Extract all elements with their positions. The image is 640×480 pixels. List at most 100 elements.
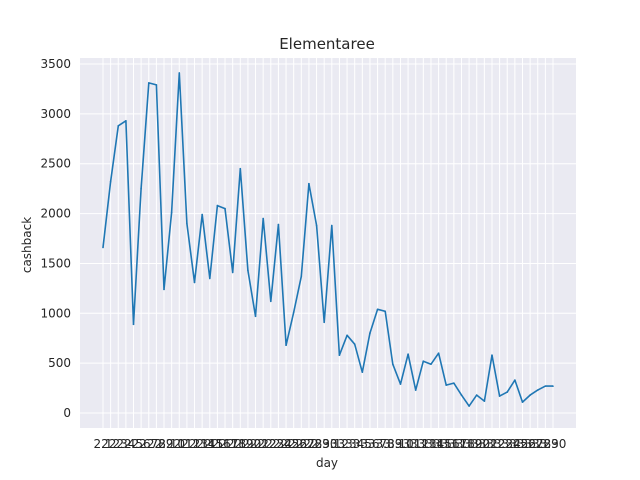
x-tick-label: 2.26	[280, 437, 307, 451]
data-point	[247, 269, 249, 272]
data-point	[392, 363, 394, 365]
data-point	[140, 187, 142, 190]
data-point	[102, 246, 104, 249]
data-point	[147, 82, 150, 84]
x-tick-label: 3.27	[517, 437, 544, 451]
y-tick-label: 3000	[40, 107, 71, 121]
data-point	[491, 354, 493, 356]
data-point	[186, 222, 188, 225]
x-tick-label: 3.11	[395, 437, 422, 451]
data-point	[132, 323, 135, 326]
data-point	[109, 180, 112, 183]
data-point	[208, 277, 211, 280]
y-tick-label: 2000	[40, 207, 71, 221]
x-tick-label: 2.23	[257, 437, 284, 451]
x-tick-label: 2.29	[303, 437, 330, 451]
data-point	[376, 308, 379, 311]
x-tick-label: 3.24	[494, 437, 521, 451]
x-tick-label: 3.25	[502, 437, 529, 451]
y-axis-ticks: 0 500 1000 1500 2000 2500 3000 3500	[40, 57, 71, 420]
x-tick-label: 2.28	[296, 437, 323, 451]
data-point	[536, 389, 539, 391]
data-point	[346, 334, 348, 337]
data-point	[514, 379, 516, 381]
data-point	[285, 344, 287, 347]
x-tick-label: 3.20	[463, 437, 490, 451]
x-tick-label: 2.18	[219, 437, 246, 451]
x-tick-label: 2.12	[174, 437, 201, 451]
data-point	[315, 224, 318, 227]
y-tick-label: 1000	[40, 306, 71, 320]
x-tick-label: 3.17	[440, 437, 467, 451]
x-tick-label: 2.3	[109, 437, 128, 451]
x-tick-label: 2.10	[158, 437, 185, 451]
x-tick-label: 2.21	[242, 437, 269, 451]
x-tick-label: 2.25	[273, 437, 300, 451]
data-point	[308, 182, 310, 185]
x-tick-label: 3.21	[471, 437, 498, 451]
y-tick-label: 500	[48, 356, 71, 370]
x-tick-label: 3.29	[532, 437, 559, 451]
x-tick-label: 3.8	[376, 437, 395, 451]
data-point	[269, 300, 272, 303]
x-tick-label: 3.2	[330, 437, 349, 451]
x-tick-label: 3.5	[353, 437, 372, 451]
data-point	[231, 271, 234, 274]
series-layer	[102, 72, 554, 407]
x-tick-label: 3.3	[338, 437, 357, 451]
data-point	[178, 72, 181, 74]
data-point	[445, 384, 448, 386]
x-tick-label: 3.7	[368, 437, 387, 451]
x-tick-label: 3.6	[360, 437, 379, 451]
x-tick-label: 2.30	[311, 437, 338, 451]
x-tick-label: 3.12	[402, 437, 429, 451]
x-tick-label: 2.4	[116, 437, 135, 451]
data-point	[216, 204, 219, 207]
x-tick-label: 2.13	[181, 437, 208, 451]
x-tick-label: 3.9	[383, 437, 402, 451]
x-tick-label: 2.2	[101, 437, 120, 451]
x-tick-label: 3.15	[425, 437, 452, 451]
data-point	[353, 343, 356, 346]
y-tick-label: 0	[63, 406, 71, 420]
x-tick-label: 3.1	[322, 437, 341, 451]
x-tick-label: 2.27	[288, 437, 315, 451]
x-axis-ticks: 2.12.22.32.42.52.62.72.82.92.102.112.122…	[93, 437, 566, 451]
data-point	[193, 281, 196, 284]
x-tick-label: 3.19	[456, 437, 483, 451]
data-point	[369, 332, 371, 335]
data-point	[399, 383, 402, 385]
y-axis-label: cashback	[20, 217, 34, 273]
y-tick-label: 1500	[40, 256, 71, 270]
x-axis-label: day	[316, 456, 338, 470]
chart-title: Elementaree	[279, 35, 375, 53]
x-tick-label: 2.16	[204, 437, 231, 451]
x-tick-label: 3.18	[448, 437, 475, 451]
data-point	[384, 310, 387, 313]
data-point	[201, 213, 203, 216]
x-tick-label: 2.14	[189, 437, 216, 451]
x-tick-label: 3.16	[433, 437, 460, 451]
data-point	[437, 352, 440, 355]
data-point	[544, 385, 547, 387]
grid	[80, 58, 576, 428]
x-tick-label: 2.24	[265, 437, 292, 451]
x-tick-label: 3.10	[387, 437, 414, 451]
data-point	[163, 288, 165, 291]
data-point	[254, 315, 257, 318]
data-point	[460, 394, 463, 396]
data-point	[361, 371, 364, 373]
data-point	[117, 125, 120, 127]
data-point	[506, 391, 509, 393]
data-point	[155, 84, 158, 86]
x-tick-label: 2.22	[250, 437, 277, 451]
x-tick-label: 2.6	[132, 437, 151, 451]
x-tick-label: 3.4	[345, 437, 364, 451]
x-tick-label: 3.22	[479, 437, 506, 451]
x-tick-label: 2.8	[147, 437, 166, 451]
data-point	[468, 405, 470, 407]
data-point	[331, 224, 333, 227]
data-point	[323, 321, 325, 324]
data-point	[483, 400, 486, 402]
x-tick-label: 2.15	[196, 437, 223, 451]
